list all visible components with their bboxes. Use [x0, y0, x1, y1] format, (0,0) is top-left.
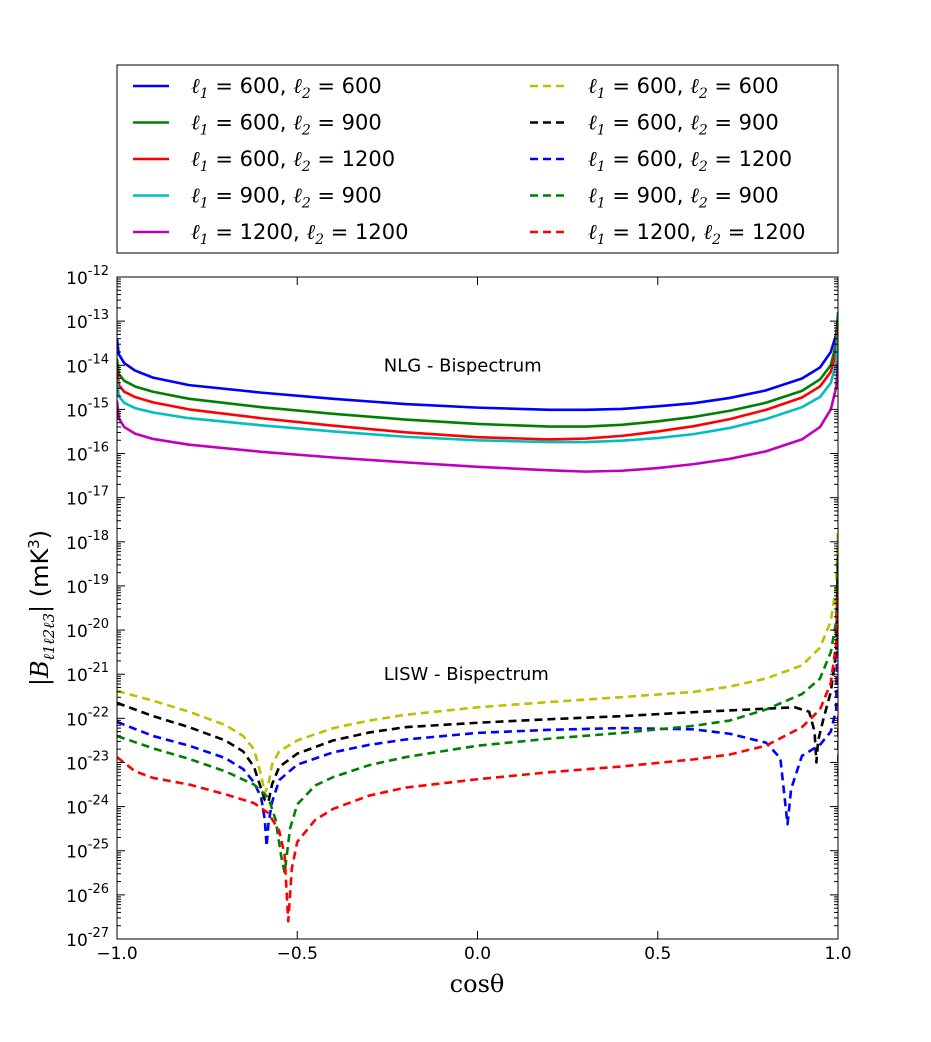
- y-tick-label: 10-14: [66, 352, 109, 377]
- series-line-lisw-900-900: [117, 555, 838, 875]
- x-tick-label: 0.0: [464, 944, 491, 964]
- legend-label: ℓ1 = 600, ℓ2 = 1200: [191, 147, 395, 175]
- series-layer: [117, 312, 838, 923]
- legend-label: ℓ1 = 600, ℓ2 = 900: [588, 111, 779, 139]
- y-tick-label: 10-13: [66, 308, 109, 333]
- plot-area: −1.0 −0.5 0.0 0.5 1.0 10-12 10-13 10-14 10-15 10-…: [66, 264, 851, 964]
- y-tick-label: 10-20: [66, 617, 109, 642]
- y-tick-label: 10-19: [66, 573, 109, 598]
- legend-label: ℓ1 = 900, ℓ2 = 900: [191, 184, 382, 212]
- y-tick-label: 10-17: [66, 485, 109, 510]
- legend-label: ℓ1 = 1200, ℓ2 = 1200: [588, 220, 805, 248]
- legend-label: ℓ1 = 600, ℓ2 = 900: [191, 111, 382, 139]
- y-axis-label-symbol: B: [26, 660, 54, 679]
- y-tick-label: 10-25: [66, 838, 109, 863]
- y-tick-label: 10-21: [66, 661, 109, 686]
- x-tick-label: −1.0: [96, 944, 137, 964]
- y-tick-label: 10-12: [66, 264, 109, 289]
- y-tick-label: 10-27: [66, 926, 109, 951]
- annotations-layer: NLG - Bispectrum LISW - Bispectrum: [384, 355, 549, 685]
- series-line-nlg-600-900: [117, 312, 838, 428]
- y-axis-label-abs-close: |: [26, 605, 55, 613]
- x-tick-label: 1.0: [824, 944, 851, 964]
- series-line-nlg-600-1200: [117, 325, 838, 441]
- series-line-nlg-600-600: [117, 316, 838, 412]
- y-tick-label: 10-26: [66, 882, 109, 907]
- legend-label: ℓ1 = 600, ℓ2 = 1200: [588, 147, 792, 175]
- y-tick-label: 10-22: [66, 705, 109, 730]
- series-line-lisw-600-600: [117, 528, 838, 795]
- legend-label: ℓ1 = 1200, ℓ2 = 1200: [191, 220, 408, 248]
- legend-label: ℓ1 = 600, ℓ2 = 600: [588, 74, 779, 102]
- legend-label: ℓ1 = 900, ℓ2 = 900: [588, 184, 779, 212]
- ticks-layer: −1.0 −0.5 0.0 0.5 1.0 10-12 10-13 10-14 10-15 10-…: [66, 264, 851, 964]
- annotation-nlg: NLG - Bispectrum: [384, 355, 542, 376]
- series-line-lisw-600-1200: [117, 581, 838, 848]
- y-tick-label: 10-15: [66, 396, 109, 421]
- y-axis-label-units-close: ): [26, 530, 54, 539]
- y-tick-label: 10-24: [66, 794, 109, 819]
- x-tick-label: −0.5: [277, 944, 318, 964]
- series-line-nlg-900-900: [117, 334, 838, 444]
- y-axis-label-units: (mK: [26, 548, 54, 605]
- y-tick-label: 10-16: [66, 441, 109, 466]
- y-tick-label: 10-23: [66, 749, 109, 774]
- series-line-lisw-600-900: [117, 555, 838, 804]
- legend-label: ℓ1 = 600, ℓ2 = 600: [191, 74, 382, 102]
- x-axis-label: cosθ: [450, 970, 505, 998]
- series-line-lisw-1200-1200: [117, 589, 838, 923]
- y-tick-label: 10-18: [66, 529, 109, 554]
- series-line-nlg-1200-1200: [117, 360, 838, 473]
- svg-text:|Bℓ1ℓ2ℓ3| (mK3): |Bℓ1ℓ2ℓ3| (mK3): [25, 530, 58, 686]
- annotation-lisw: LISW - Bispectrum: [384, 664, 549, 685]
- y-axis-label-abs-open: |: [26, 678, 55, 686]
- y-axis-label: |Bℓ1ℓ2ℓ3| (mK3): [25, 530, 58, 686]
- x-tick-label: 0.5: [644, 944, 671, 964]
- y-axis-label-units-exp: 3: [25, 539, 43, 549]
- legend-frame: [116, 64, 839, 254]
- y-axis-label-sub: ℓ1ℓ2ℓ3: [40, 613, 58, 660]
